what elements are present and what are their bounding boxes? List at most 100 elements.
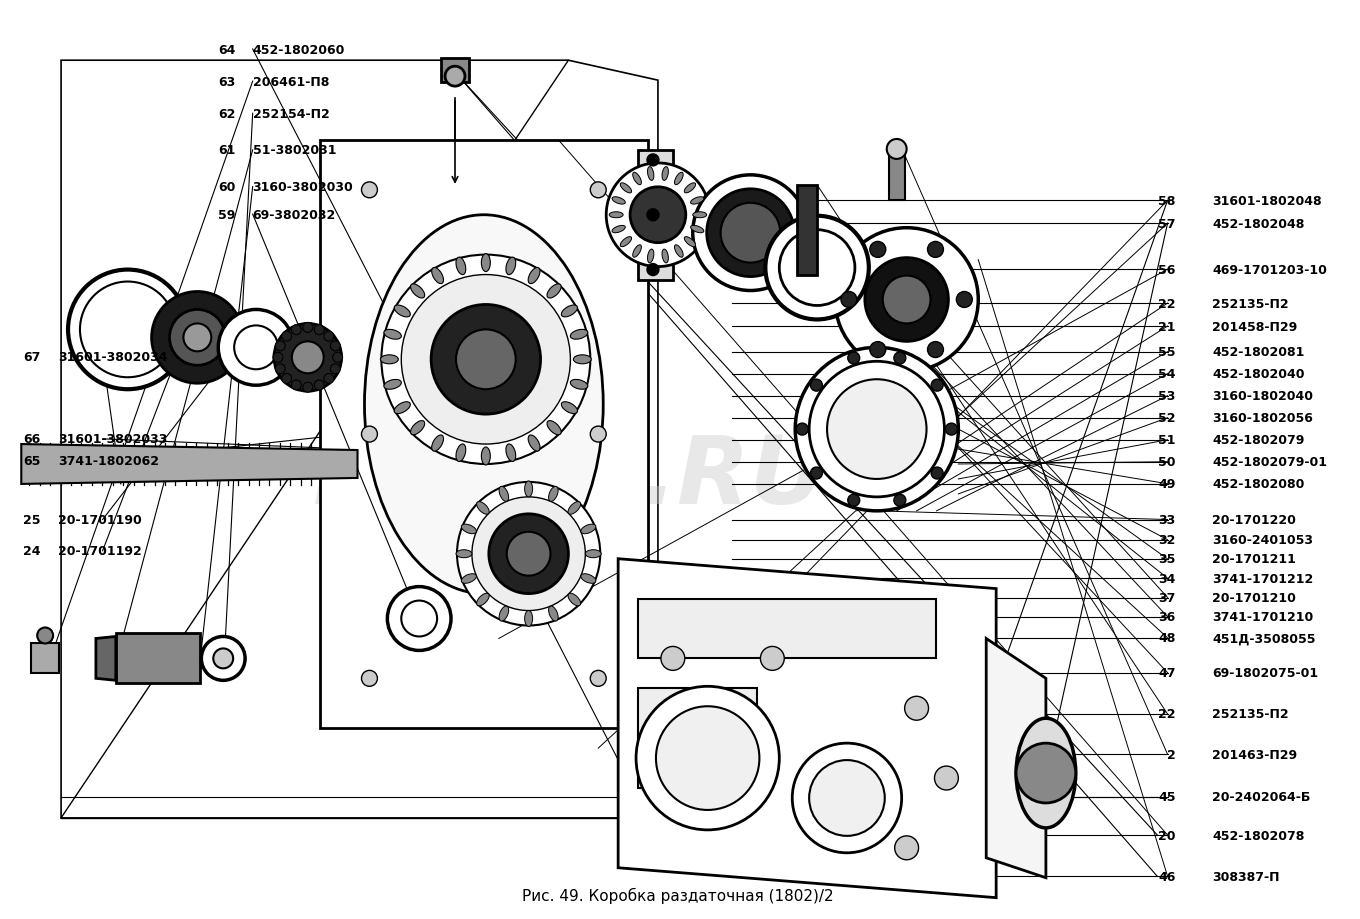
Text: 2: 2 [1167,748,1175,761]
Circle shape [324,374,333,384]
Text: 58: 58 [1159,195,1175,208]
Ellipse shape [456,550,472,558]
Circle shape [37,628,53,643]
Ellipse shape [456,258,465,276]
Text: 69-1802075-01: 69-1802075-01 [1212,666,1318,679]
Ellipse shape [684,237,695,247]
Ellipse shape [528,268,540,284]
Text: 452-1802080: 452-1802080 [1212,478,1304,491]
Text: 452-1802079: 452-1802079 [1212,434,1304,447]
Text: 252135-П2: 252135-П2 [1212,708,1289,720]
Circle shape [488,515,568,594]
Circle shape [590,671,607,686]
Ellipse shape [547,285,562,299]
Circle shape [80,282,175,378]
Ellipse shape [525,611,533,627]
Text: 50: 50 [1159,456,1175,469]
Text: 36: 36 [1159,610,1175,624]
Circle shape [590,183,607,199]
Circle shape [507,532,551,576]
Circle shape [472,497,585,611]
Text: 31601-3802034: 31601-3802034 [58,350,167,363]
Circle shape [324,332,333,342]
Circle shape [692,176,808,291]
Circle shape [811,468,823,480]
Circle shape [636,686,779,830]
Circle shape [840,292,857,308]
Polygon shape [97,637,116,681]
Text: 452-1802078: 452-1802078 [1212,829,1304,842]
Text: 20-2402064-Б: 20-2402064-Б [1212,790,1311,803]
Text: 24: 24 [23,545,41,558]
Ellipse shape [476,502,490,515]
Circle shape [292,342,324,374]
Circle shape [883,277,930,324]
Ellipse shape [411,421,424,436]
Text: 22: 22 [1159,708,1175,720]
Bar [441,59,469,83]
Circle shape [456,330,515,390]
Circle shape [330,364,340,374]
Ellipse shape [612,226,626,233]
Bar [31,643,58,674]
Ellipse shape [506,258,515,276]
Ellipse shape [662,250,668,264]
Circle shape [151,292,243,384]
Text: 452-1802040: 452-1802040 [1212,368,1304,380]
Circle shape [945,424,957,436]
Ellipse shape [548,487,558,502]
Circle shape [303,383,313,392]
Text: 32: 32 [1159,534,1175,547]
Ellipse shape [632,173,642,186]
Text: 69-3802032: 69-3802032 [253,209,336,221]
Text: 54: 54 [1159,368,1175,380]
Text: 51-3802031: 51-3802031 [253,144,336,157]
Text: 452-1802079-01: 452-1802079-01 [1212,456,1327,469]
Circle shape [835,229,978,372]
Text: 59: 59 [218,209,235,221]
Text: 252154-П2: 252154-П2 [253,108,329,120]
Text: 21: 21 [1159,320,1175,334]
Ellipse shape [684,184,695,194]
Text: 452-1802048: 452-1802048 [1212,218,1304,231]
Circle shape [381,255,590,464]
Text: 31601-1802048: 31601-1802048 [1212,195,1322,208]
Ellipse shape [612,198,626,205]
Ellipse shape [525,482,533,497]
Circle shape [928,342,944,358]
Ellipse shape [481,255,491,272]
Text: 45: 45 [1159,790,1175,803]
Text: 252135-П2: 252135-П2 [1212,297,1289,311]
Circle shape [314,325,324,335]
Circle shape [362,183,378,199]
Text: 62: 62 [218,108,235,120]
Text: 201463-П29: 201463-П29 [1212,748,1297,761]
Text: 51: 51 [1159,434,1175,447]
Ellipse shape [691,198,704,205]
Text: 3741-1802062: 3741-1802062 [58,455,159,468]
Circle shape [234,326,277,369]
Text: 66: 66 [23,433,41,446]
Text: 49: 49 [1159,478,1175,491]
Text: 201458-П29: 201458-П29 [1212,320,1297,334]
Circle shape [928,243,944,258]
Text: 33: 33 [1159,514,1175,527]
Text: 308387-П: 308387-П [1212,870,1280,883]
Circle shape [607,164,710,267]
Circle shape [847,353,860,365]
Circle shape [796,424,808,436]
Text: 25: 25 [23,514,41,527]
Circle shape [275,342,286,351]
Circle shape [707,189,794,278]
Text: 20-1701210: 20-1701210 [1212,591,1296,605]
Ellipse shape [620,184,631,194]
Circle shape [809,760,885,836]
Text: DRITO.RU: DRITO.RU [313,432,827,524]
Circle shape [779,231,855,306]
Text: 3160-1802040: 3160-1802040 [1212,390,1314,403]
Ellipse shape [692,212,707,219]
Circle shape [661,647,685,671]
Ellipse shape [431,268,443,284]
Ellipse shape [528,436,540,451]
Ellipse shape [461,574,476,584]
